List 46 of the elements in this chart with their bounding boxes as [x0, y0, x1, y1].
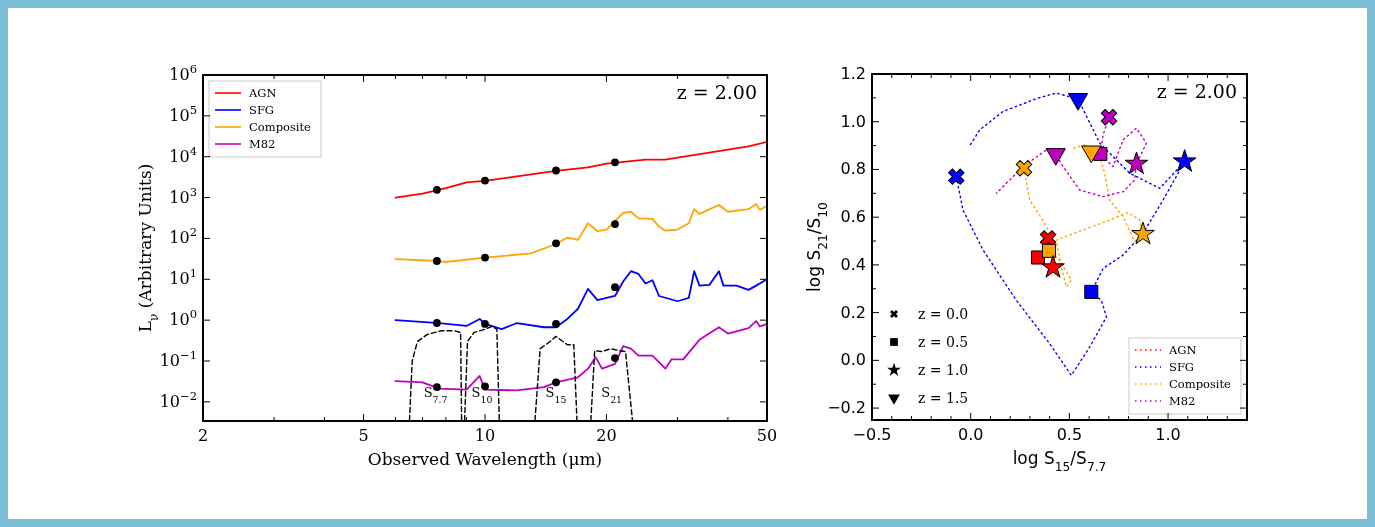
y-tick-label: 1.0 [840, 111, 866, 131]
legend-label: M82 [249, 137, 276, 151]
legend-label: SFG [1169, 360, 1195, 374]
annotation: z = 0.5 [918, 334, 969, 350]
y-tick-label: 0.6 [840, 207, 866, 227]
legend-label: Composite [1169, 377, 1232, 391]
y-tick-label: 10$^{4}$ [169, 143, 197, 166]
x-tick-label: 2 [197, 426, 209, 445]
legend-label: Composite [249, 120, 312, 134]
annotation: S$_{15}$ [545, 385, 567, 405]
x-tick-label: 10 [474, 426, 496, 445]
y-tick-label: 10$^{−1}$ [159, 348, 197, 370]
y-tick-label: 1.2 [840, 64, 866, 83]
y-tick-label: −0.2 [827, 398, 866, 418]
y-tick-label: 0.0 [840, 350, 866, 370]
annotation: z = 1.5 [918, 390, 969, 406]
x-tick-label: 5 [358, 426, 369, 445]
y-tick-label: 10$^{6}$ [169, 62, 197, 84]
annotation: S$_{7.7}$ [423, 385, 448, 405]
x-tick-label: 1.0 [1155, 425, 1181, 444]
legend-label: AGN [248, 86, 277, 100]
x-tick-label: 0.0 [957, 425, 984, 444]
annotation: S$_{10}$ [471, 385, 493, 405]
y-tick-label: 0.2 [840, 302, 866, 322]
x-axis-title: log S$_{15}$/S$_{7.7}$ [1012, 448, 1107, 474]
y-tick-label: 10$^{1}$ [169, 266, 197, 289]
annotation: z = 2.00 [676, 81, 757, 103]
x-tick-label: 50 [756, 426, 778, 445]
annotation: z = 0.0 [918, 306, 969, 322]
legend-label: M82 [1169, 394, 1196, 408]
y-tick-label: 10$^{5}$ [169, 102, 197, 125]
x-tick-label: −0.5 [852, 425, 892, 444]
y-tick-label: 0.4 [840, 254, 866, 274]
y-tick-label: 10$^{−2}$ [159, 388, 197, 411]
x-tick-label: 20 [596, 426, 617, 445]
y-tick-label: 10$^{2}$ [169, 225, 197, 248]
annotation: z = 2.00 [1156, 80, 1237, 102]
y-tick-label: 10$^{3}$ [169, 184, 197, 207]
legend-label: AGN [1168, 343, 1197, 357]
legend-label: SFG [249, 103, 275, 117]
x-axis-title: Observed Wavelength (μm) [367, 449, 603, 469]
y-tick-label: 10$^{0}$ [169, 307, 197, 330]
annotation: S$_{21}$ [601, 385, 623, 405]
x-tick-label: 0.5 [1056, 425, 1083, 444]
y-tick-label: 0.8 [840, 159, 866, 179]
annotation: z = 1.0 [918, 362, 969, 378]
